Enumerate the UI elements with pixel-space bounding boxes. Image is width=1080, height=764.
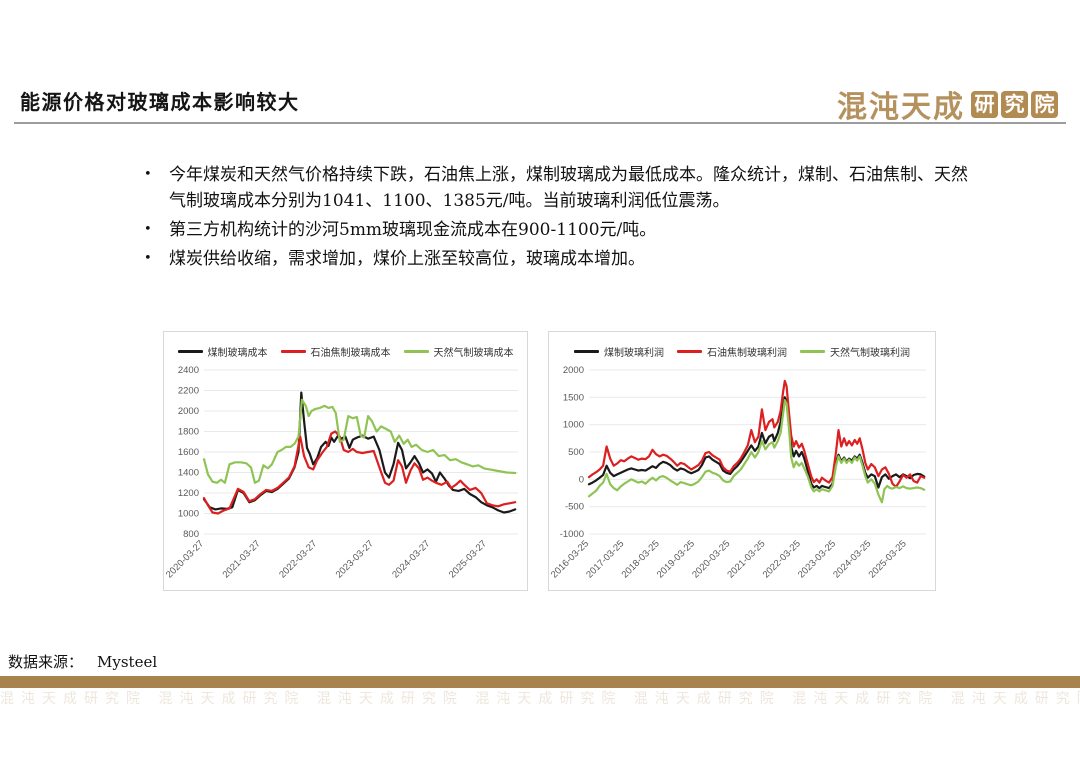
legend-label: 天然气制玻璃利润	[830, 347, 910, 359]
legend-item: 石油焦制玻璃成本	[280, 344, 391, 359]
y-tick-label: 1200	[178, 488, 199, 499]
title-divider	[14, 122, 1066, 124]
chart-plot: -1000 -500 0 500 1000 1500 2000 2016-03-25 2017-…	[549, 362, 935, 590]
data-source-value: Mysteel	[97, 653, 158, 671]
bullet-text: 第三方机构统计的沙河5mm玻璃现金流成本在900-1100元/吨。	[169, 220, 657, 240]
data-source: 数据来源： Mysteel	[8, 651, 157, 672]
logo-badge-tile: 院	[1031, 90, 1058, 118]
bullet-text: 煤炭供给收缩，需求增加，煤价上涨至较高位，玻璃成本增加。	[169, 249, 645, 269]
y-tick-label: 2400	[178, 365, 199, 376]
legend-label: 煤制玻璃利润	[604, 347, 664, 359]
y-tick-label: 1600	[178, 447, 199, 458]
bullet-item: • 今年煤炭和天然气价格持续下跌，石油焦上涨，煤制玻璃成为最低成本。隆众统计，煤…	[144, 162, 970, 214]
glass-cost-chart: 煤制玻璃成本 石油焦制玻璃成本 天然气制玻璃成本 800 1000 1200 1400 16…	[163, 331, 528, 591]
logo-badge: 研究院	[971, 90, 1058, 118]
y-tick-label: 2200	[178, 386, 199, 397]
y-tick-label: 500	[568, 447, 584, 458]
legend-swatch	[574, 349, 599, 353]
series-line-1	[202, 430, 517, 515]
y-tick-label: 1800	[178, 427, 199, 438]
legend-item: 天然气制玻璃成本	[403, 344, 514, 359]
y-tick-label: -1000	[560, 529, 584, 540]
page-title: 能源价格对玻璃成本影响较大	[20, 90, 300, 114]
legend-swatch	[177, 349, 203, 353]
y-tick-label: 800	[183, 529, 199, 540]
bullet-marker: •	[144, 167, 152, 182]
x-tick-label: 2025-03-25	[867, 538, 909, 580]
legend-item: 石油焦制玻璃利润	[677, 344, 787, 359]
logo-badge-tile: 研	[971, 90, 998, 118]
legend-swatch	[403, 349, 429, 353]
legend-label: 石油焦制玻璃利润	[707, 347, 787, 359]
footer-accent-bar	[0, 676, 1080, 688]
bullet-list: • 今年煤炭和天然气价格持续下跌，石油焦上涨，煤制玻璃成为最低成本。隆众统计，煤…	[144, 162, 970, 275]
bullet-text: 今年煤炭和天然气价格持续下跌，石油焦上涨，煤制玻璃成为最低成本。隆众统计，煤制、…	[169, 165, 968, 211]
chart-svg: -1000-50005001000150020002016-03-252017-…	[549, 365, 926, 580]
bullet-marker: •	[144, 222, 152, 237]
series-line-1	[587, 379, 926, 489]
y-tick-label: 2000	[563, 365, 584, 376]
y-tick-label: -500	[565, 502, 584, 513]
legend-swatch	[800, 349, 825, 353]
legend-label: 煤制玻璃成本	[207, 347, 268, 359]
series-line-2	[202, 398, 517, 484]
chart-plot: 800 1000 1200 1400 1600 1800 2000 2200 2400 2020-…	[164, 362, 527, 590]
bullet-item: • 煤炭供给收缩，需求增加，煤价上涨至较高位，玻璃成本增加。	[144, 246, 970, 272]
y-tick-label: 1400	[178, 468, 199, 479]
x-tick-label: 2024-03-27	[390, 538, 432, 580]
y-tick-label: 1000	[178, 509, 199, 520]
logo-badge-tile: 究	[1001, 90, 1028, 118]
charts-row: 煤制玻璃成本 石油焦制玻璃成本 天然气制玻璃成本 800 1000 1200 1400 16…	[0, 331, 1080, 591]
chart-legend: 煤制玻璃成本 石油焦制玻璃成本 天然气制玻璃成本	[164, 332, 527, 362]
bullet-item: • 第三方机构统计的沙河5mm玻璃现金流成本在900-1100元/吨。	[144, 217, 970, 243]
glass-profit-chart: 煤制玻璃利润 石油焦制玻璃利润 天然气制玻璃利润 -1000 -500 0 500 1000…	[548, 331, 936, 591]
series-line-0	[587, 396, 926, 490]
chart-svg: 800 1000 1200 1400 1600 1800 2000 2200 2400 2020-…	[164, 365, 518, 580]
x-tick-label: 2021-03-27	[221, 538, 263, 580]
legend-swatch	[280, 349, 306, 353]
legend-label: 天然气制玻璃成本	[433, 347, 514, 359]
data-source-label: 数据来源：	[8, 653, 84, 671]
y-tick-label: 1000	[563, 420, 584, 431]
legend-item: 天然气制玻璃利润	[800, 344, 910, 359]
legend-item: 煤制玻璃成本	[177, 344, 268, 359]
y-tick-label: 0	[579, 474, 584, 485]
footer-watermark: 混沌天成研究院 混沌天成研究院 混沌天成研究院 混沌天成研究院 混沌天成研究院 …	[0, 691, 1080, 707]
company-logo: 混沌天成 研究院	[837, 82, 1058, 126]
y-tick-label: 1500	[563, 392, 584, 403]
x-tick-label: 2020-03-27	[164, 538, 206, 580]
bullet-marker: •	[144, 251, 152, 266]
x-tick-label: 2022-03-27	[277, 538, 319, 580]
chart-legend: 煤制玻璃利润 石油焦制玻璃利润 天然气制玻璃利润	[549, 332, 935, 362]
x-tick-label: 2025-03-27	[447, 538, 489, 580]
series-line-2	[587, 398, 926, 504]
legend-label: 石油焦制玻璃成本	[310, 347, 391, 359]
y-tick-label: 2000	[178, 406, 199, 417]
logo-text: 混沌天成	[837, 90, 965, 125]
legend-swatch	[677, 349, 702, 353]
legend-item: 煤制玻璃利润	[574, 344, 664, 359]
x-tick-label: 2023-03-27	[334, 538, 376, 580]
